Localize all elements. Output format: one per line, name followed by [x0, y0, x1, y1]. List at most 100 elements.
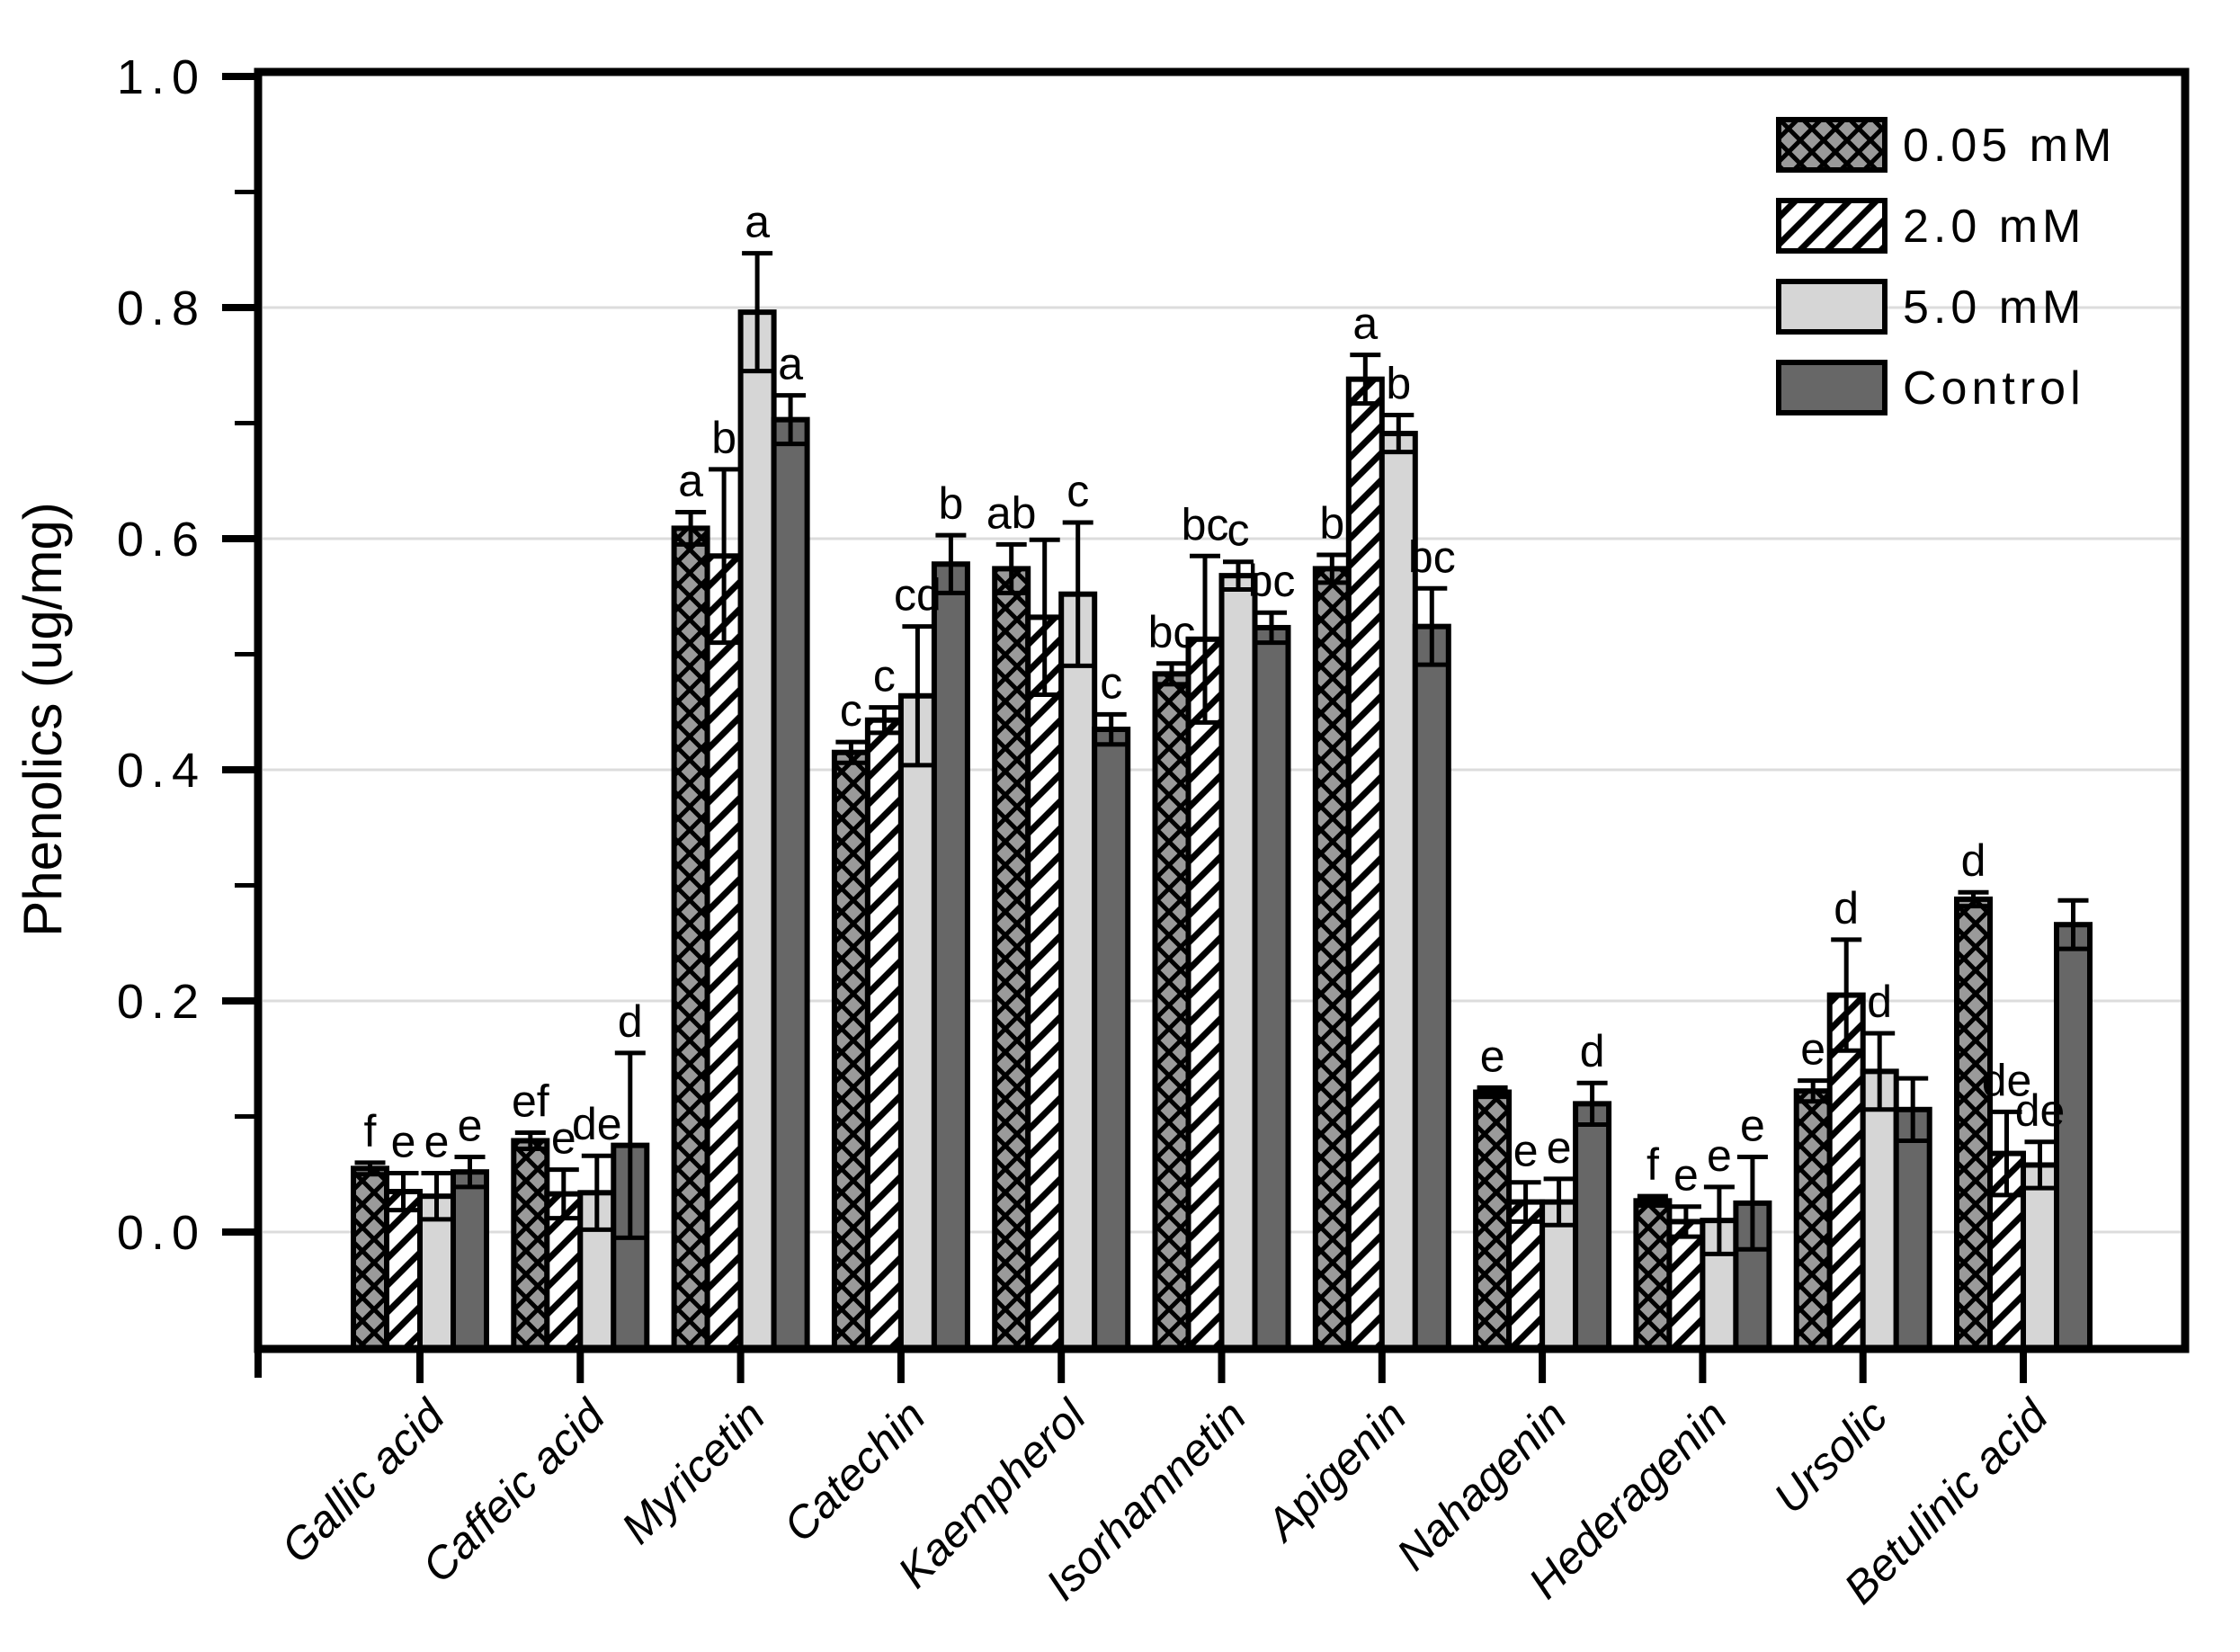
significance-letter: bc	[1148, 607, 1196, 657]
error-bar	[614, 1050, 646, 1240]
error-bar	[2024, 1139, 2056, 1191]
significance-letter: c	[1100, 657, 1122, 708]
significance-letter: ab	[986, 487, 1037, 538]
significance-letter: bc	[1248, 556, 1296, 606]
significance-letter: f	[364, 1106, 377, 1156]
error-bar	[548, 1167, 579, 1221]
y-axis-title: Phenolics (ug/mg)	[13, 502, 73, 937]
bar-catechin-5.0mM	[897, 692, 937, 1352]
error-bar	[581, 1153, 612, 1232]
error-bar	[454, 1154, 486, 1190]
y-tick-label: 1.0	[117, 50, 206, 104]
bar-betulinic-acid-0.05mM	[1954, 896, 1993, 1352]
bar-apigenin-0.05mM	[1312, 566, 1352, 1352]
bar-isorhamnetin-0.05mM	[1152, 671, 1191, 1352]
significance-letter: d	[1867, 977, 1892, 1027]
bar-ursolic-5.0mM	[1860, 1068, 1899, 1352]
significance-letter: bc	[1408, 531, 1456, 582]
bar-myricetin-2.0mM	[704, 553, 744, 1352]
error-bar	[1383, 413, 1415, 455]
category-label-myricetin: Myricetin	[611, 1390, 774, 1553]
significance-letter: c	[840, 685, 862, 736]
significance-letter: a	[1352, 299, 1378, 349]
error-bar	[1190, 553, 1220, 725]
error-bar	[775, 393, 807, 447]
error-bar	[1670, 1204, 1701, 1239]
category-label-catechin: Catechin	[774, 1390, 935, 1551]
bar-gallic-acid-0.05mM	[351, 1165, 389, 1352]
bar-catechin-0.05mM	[831, 749, 870, 1352]
bar-ursolic-Control	[1893, 1106, 1932, 1353]
bar-kaempherol-Control	[1092, 727, 1131, 1352]
error-bar	[1991, 1109, 2022, 1198]
error-bar	[902, 624, 933, 768]
y-tick-label: 0.6	[117, 513, 206, 567]
error-bar	[869, 705, 900, 736]
significance-letter: e	[424, 1116, 450, 1166]
error-bar	[1831, 937, 1862, 1053]
bar-nahagenin-2.0mM	[1506, 1199, 1546, 1352]
error-bar	[835, 739, 867, 765]
bar-isorhamnetin-Control	[1252, 624, 1291, 1352]
significance-letter: e	[1673, 1150, 1699, 1201]
error-bar	[1798, 1078, 1829, 1104]
significance-letter: e	[1513, 1126, 1539, 1176]
error-bar	[1416, 585, 1448, 667]
error-bar	[1958, 889, 1989, 909]
significance-letter: c	[873, 651, 896, 701]
significance-letter: ef	[512, 1076, 549, 1126]
error-bar	[709, 467, 740, 646]
significance-letter: b	[711, 413, 736, 463]
bar-myricetin-0.05mM	[671, 525, 710, 1352]
bar-hederagenin-2.0mM	[1666, 1219, 1706, 1353]
bar-apigenin-Control	[1412, 623, 1451, 1352]
significance-letter: e	[1740, 1100, 1765, 1150]
legend: 0.05 mM 2.0 mM 5.0 mM Control	[1776, 117, 2116, 415]
bar-myricetin-5.0mM	[737, 309, 777, 1352]
significance-letter: de	[572, 1099, 622, 1149]
significance-letter: de	[2015, 1085, 2066, 1136]
significance-letter: e	[551, 1113, 576, 1164]
error-bar	[1223, 559, 1254, 593]
axes-and-ticks	[222, 67, 2190, 1383]
bar-gallic-acid-2.0mM	[384, 1189, 423, 1353]
y-tick-label: 0.8	[117, 281, 206, 335]
error-bar	[1736, 1154, 1768, 1252]
significance-letter: cd	[894, 570, 942, 621]
legend-row: 0.05 mM	[1776, 117, 2116, 173]
significance-letter: e	[391, 1116, 416, 1166]
error-bar	[1510, 1180, 1541, 1224]
significance-letter: e	[458, 1100, 483, 1150]
significance-letter: a	[678, 455, 703, 505]
error-bar	[388, 1170, 419, 1213]
error-bar	[1637, 1193, 1668, 1208]
legend-row: Control	[1776, 360, 2081, 415]
error-bar	[995, 541, 1027, 595]
significance-letter: b	[1386, 359, 1411, 409]
error-bar	[354, 1160, 386, 1177]
bar-isorhamnetin-5.0mM	[1218, 573, 1258, 1352]
legend-row: 2.0 mM	[1776, 198, 2081, 254]
bar-kaempherol-2.0mM	[1025, 614, 1065, 1352]
error-bar	[1897, 1076, 1929, 1143]
error-bar	[1156, 661, 1187, 687]
significance-letter: de	[1982, 1055, 2032, 1105]
bar-gallic-acid-Control	[451, 1169, 489, 1353]
significance-letter: d	[618, 996, 643, 1047]
significance-letter: a	[778, 339, 803, 389]
error-bar	[935, 532, 967, 595]
significance-letter: c	[1227, 505, 1250, 556]
bar-caffeic-acid-0.05mM	[511, 1138, 550, 1352]
error-bar	[1543, 1176, 1575, 1228]
error-bar	[742, 251, 773, 374]
significance-letter: d	[1834, 883, 1859, 933]
legend-label: 0.05 mM	[1903, 120, 2116, 172]
error-bar	[2057, 897, 2089, 951]
legend-swatch-Control	[1776, 360, 1887, 415]
significance-letter: c	[1066, 466, 1089, 516]
bar-myricetin-Control	[771, 416, 810, 1352]
category-label-ursolic: Ursolic	[1764, 1390, 1897, 1523]
error-bar	[1062, 520, 1093, 668]
